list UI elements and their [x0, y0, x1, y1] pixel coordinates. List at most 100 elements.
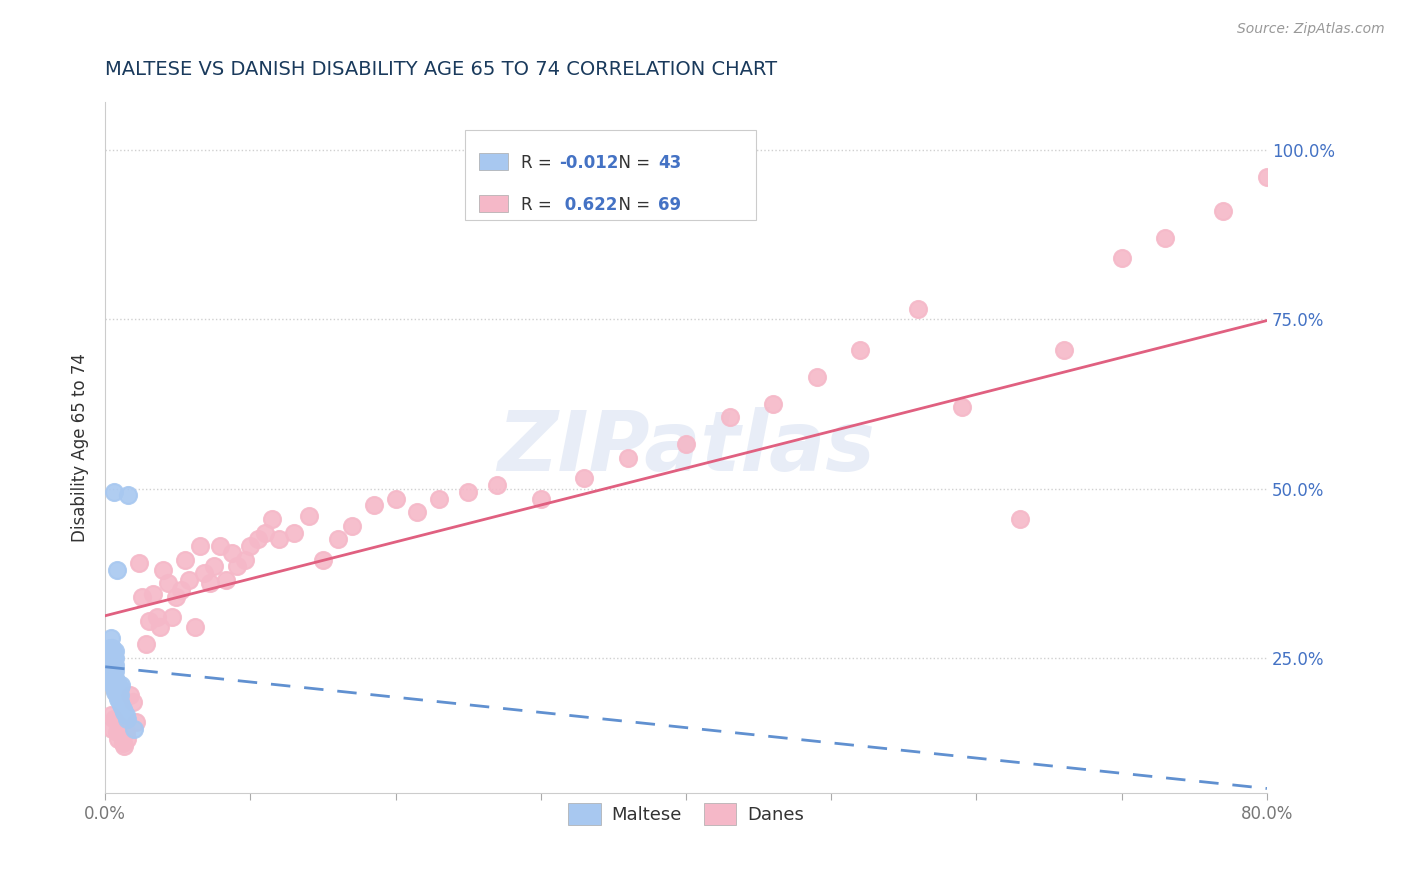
- Legend: Maltese, Danes: Maltese, Danes: [561, 797, 811, 833]
- Point: [112, 705, 135, 719]
- Point: [806, 369, 828, 384]
- Point: [193, 566, 215, 581]
- Point: [103, 484, 125, 499]
- Point: [118, 688, 141, 702]
- Point: [253, 525, 276, 540]
- Point: [135, 637, 157, 651]
- Point: [100, 631, 122, 645]
- Point: [202, 559, 225, 574]
- Point: [101, 640, 124, 655]
- Point: [107, 684, 129, 698]
- Point: [104, 644, 127, 658]
- Point: [1256, 169, 1278, 184]
- Point: [101, 668, 124, 682]
- Point: [114, 708, 136, 723]
- Point: [125, 715, 148, 730]
- Point: [617, 450, 640, 465]
- Point: [269, 533, 291, 547]
- FancyBboxPatch shape: [479, 153, 509, 170]
- Point: [112, 739, 135, 753]
- Point: [100, 644, 122, 658]
- Point: [170, 583, 193, 598]
- Point: [142, 586, 165, 600]
- Text: 69: 69: [658, 196, 682, 214]
- Point: [146, 610, 169, 624]
- Point: [363, 499, 385, 513]
- Point: [110, 678, 132, 692]
- Point: [1212, 203, 1234, 218]
- Point: [108, 718, 131, 732]
- Point: [184, 620, 207, 634]
- Point: [188, 539, 211, 553]
- Point: [1111, 251, 1133, 265]
- Point: [950, 401, 973, 415]
- Point: [1008, 512, 1031, 526]
- Point: [111, 735, 134, 749]
- Point: [1154, 231, 1177, 245]
- Point: [105, 674, 128, 689]
- Point: [107, 732, 129, 747]
- Point: [105, 681, 128, 696]
- Point: [108, 695, 131, 709]
- Point: [100, 657, 122, 672]
- Text: -0.012: -0.012: [560, 154, 619, 172]
- Point: [486, 478, 509, 492]
- Point: [115, 712, 138, 726]
- Point: [149, 620, 172, 634]
- Point: [103, 712, 125, 726]
- Point: [849, 343, 872, 357]
- Point: [104, 678, 127, 692]
- Point: [718, 410, 741, 425]
- Point: [105, 725, 128, 739]
- Point: [297, 508, 319, 523]
- Text: R =: R =: [522, 196, 557, 214]
- Point: [104, 657, 127, 672]
- Point: [138, 614, 160, 628]
- Text: 43: 43: [658, 154, 682, 172]
- Point: [101, 654, 124, 668]
- Text: Source: ZipAtlas.com: Source: ZipAtlas.com: [1237, 22, 1385, 37]
- Point: [114, 725, 136, 739]
- Point: [101, 661, 124, 675]
- Point: [226, 559, 249, 574]
- Point: [131, 590, 153, 604]
- Point: [105, 563, 128, 577]
- Point: [104, 671, 127, 685]
- Point: [340, 518, 363, 533]
- Point: [97, 665, 120, 679]
- Point: [262, 512, 284, 526]
- Point: [100, 708, 122, 723]
- Point: [108, 688, 131, 702]
- Point: [104, 665, 127, 679]
- Text: MALTESE VS DANISH DISABILITY AGE 65 TO 74 CORRELATION CHART: MALTESE VS DANISH DISABILITY AGE 65 TO 7…: [105, 60, 778, 78]
- Point: [101, 648, 124, 662]
- Point: [156, 576, 179, 591]
- Point: [103, 661, 125, 675]
- Point: [103, 654, 125, 668]
- Point: [121, 695, 143, 709]
- Text: 0.622: 0.622: [560, 196, 617, 214]
- Point: [221, 546, 243, 560]
- Point: [1052, 343, 1074, 357]
- Point: [208, 539, 231, 553]
- Point: [98, 654, 121, 668]
- Point: [103, 674, 125, 689]
- Text: N =: N =: [609, 196, 655, 214]
- Point: [122, 722, 145, 736]
- Point: [283, 525, 305, 540]
- Point: [98, 640, 121, 655]
- Point: [107, 691, 129, 706]
- Point: [103, 668, 125, 682]
- Point: [105, 688, 128, 702]
- Point: [326, 533, 349, 547]
- Point: [406, 505, 429, 519]
- Point: [239, 539, 262, 553]
- Point: [104, 684, 127, 698]
- Point: [574, 471, 596, 485]
- Point: [530, 491, 553, 506]
- Y-axis label: Disability Age 65 to 74: Disability Age 65 to 74: [72, 353, 89, 542]
- Point: [104, 651, 127, 665]
- Point: [115, 732, 138, 747]
- FancyBboxPatch shape: [479, 195, 509, 212]
- Point: [246, 533, 269, 547]
